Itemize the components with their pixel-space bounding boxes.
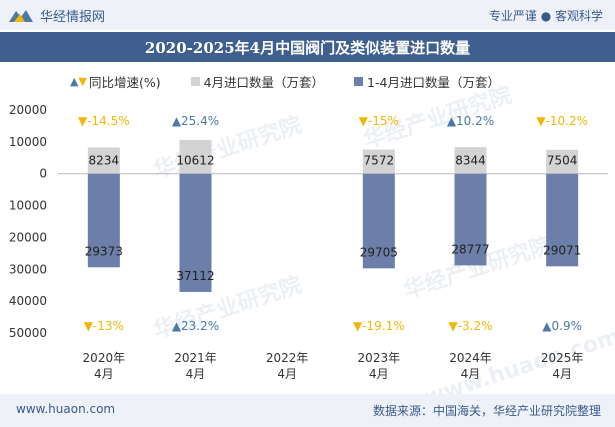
april-growth-label: ▼-15%	[359, 114, 399, 128]
cumulative-data-label: 37112	[176, 269, 214, 283]
down-triangle-icon: ▼	[78, 75, 87, 88]
x-tick-label: 4月	[461, 367, 481, 381]
april-growth-label: ▼-14.5%	[78, 114, 130, 128]
legend-growth-label: 同比增速(%)	[88, 75, 161, 90]
cumulative-data-label: 28777	[451, 242, 489, 256]
cumulative-bar	[454, 173, 487, 266]
april-data-label: 8344	[455, 154, 486, 168]
y-tick-label: 20000	[9, 230, 47, 244]
footer: www.huaon.com 数据来源：中国海关，华经产业研究院整理	[0, 394, 615, 427]
y-tick-label: 0	[39, 167, 47, 181]
april-bar	[87, 147, 120, 174]
up-triangle-icon: ▲	[70, 75, 79, 88]
chart-title: 2020-2025年4月中国阀门及类似装置进口数量	[144, 39, 471, 57]
cumulative-data-label: 29705	[360, 245, 398, 259]
x-tick-label: 4月	[277, 367, 297, 381]
april-bar	[362, 149, 395, 174]
footer-website: www.huaon.com	[16, 402, 116, 416]
april-bar	[454, 147, 487, 174]
x-tick-label: 2022年	[266, 351, 309, 365]
april-bar	[546, 149, 579, 174]
cumulative-bar	[179, 173, 212, 292]
x-tick-label: 2025年	[541, 351, 584, 365]
footer-source: 数据来源：中国海关，华经产业研究院整理	[372, 404, 601, 418]
logo-text: 华经情报网	[40, 10, 106, 25]
title-bar: 2020-2025年4月中国阀门及类似装置进口数量	[0, 32, 615, 62]
legend-cumulative-swatch	[354, 77, 364, 86]
april-data-label: 8234	[89, 154, 120, 168]
april-growth-label: ▲25.4%	[172, 114, 219, 128]
top-banner: 华经情报网 专业严谨 ● 客观科学	[0, 0, 615, 30]
cumulative-data-label: 29373	[85, 244, 123, 258]
y-tick-label: 10000	[9, 135, 47, 149]
legend-cumulative: 1-4月进口数量（万套）	[354, 72, 500, 91]
legend-growth: ▲ ▼ 同比增速(%)	[70, 72, 161, 91]
cumulative-bar	[87, 173, 120, 268]
cumulative-growth-label: ▼-3.2%	[448, 319, 492, 333]
x-tick-label: 4月	[552, 367, 572, 381]
x-tick-label: 2020年	[83, 351, 126, 365]
april-growth-label: ▼-10.2%	[536, 114, 588, 128]
legend: ▲ ▼ 同比增速(%) 4月进口数量（万套） 1-4月进口数量（万套）	[70, 72, 530, 91]
y-tick-label: 10000	[9, 199, 47, 213]
legend-april-swatch	[190, 77, 200, 86]
april-data-label: 7572	[364, 154, 395, 168]
cumulative-bar	[546, 173, 579, 267]
cumulative-growth-label: ▼-19.1%	[353, 319, 405, 333]
y-tick-label: 20000	[9, 103, 47, 117]
legend-april: 4月进口数量（万套）	[190, 72, 325, 91]
x-tick-label: 2023年	[358, 351, 401, 365]
april-bar	[179, 139, 212, 174]
huajing-logo-icon	[9, 10, 33, 22]
x-tick-label: 4月	[94, 367, 114, 381]
y-tick-label: 30000	[9, 262, 47, 276]
cumulative-data-label: 29071	[543, 243, 581, 257]
cumulative-growth-label: ▲23.2%	[172, 319, 219, 333]
april-growth-label: ▲10.2%	[447, 114, 494, 128]
x-tick-label: 2021年	[174, 351, 217, 365]
x-tick-label: 2024年	[449, 351, 492, 365]
cumulative-growth-label: ▲0.9%	[542, 319, 582, 333]
legend-april-label: 4月进口数量（万套）	[203, 75, 325, 90]
cumulative-growth-label: ▼-13%	[84, 319, 124, 333]
x-tick-label: 4月	[186, 367, 206, 381]
x-tick-label: 4月	[369, 367, 389, 381]
legend-cumulative-label: 1-4月进口数量（万套）	[367, 75, 500, 90]
y-tick-label: 50000	[9, 326, 47, 340]
cumulative-bar	[362, 173, 395, 269]
april-data-label: 10612	[176, 154, 214, 168]
april-data-label: 7504	[547, 154, 578, 168]
y-tick-label: 40000	[9, 294, 47, 308]
slogan: 专业严谨 ● 客观科学	[488, 9, 603, 23]
